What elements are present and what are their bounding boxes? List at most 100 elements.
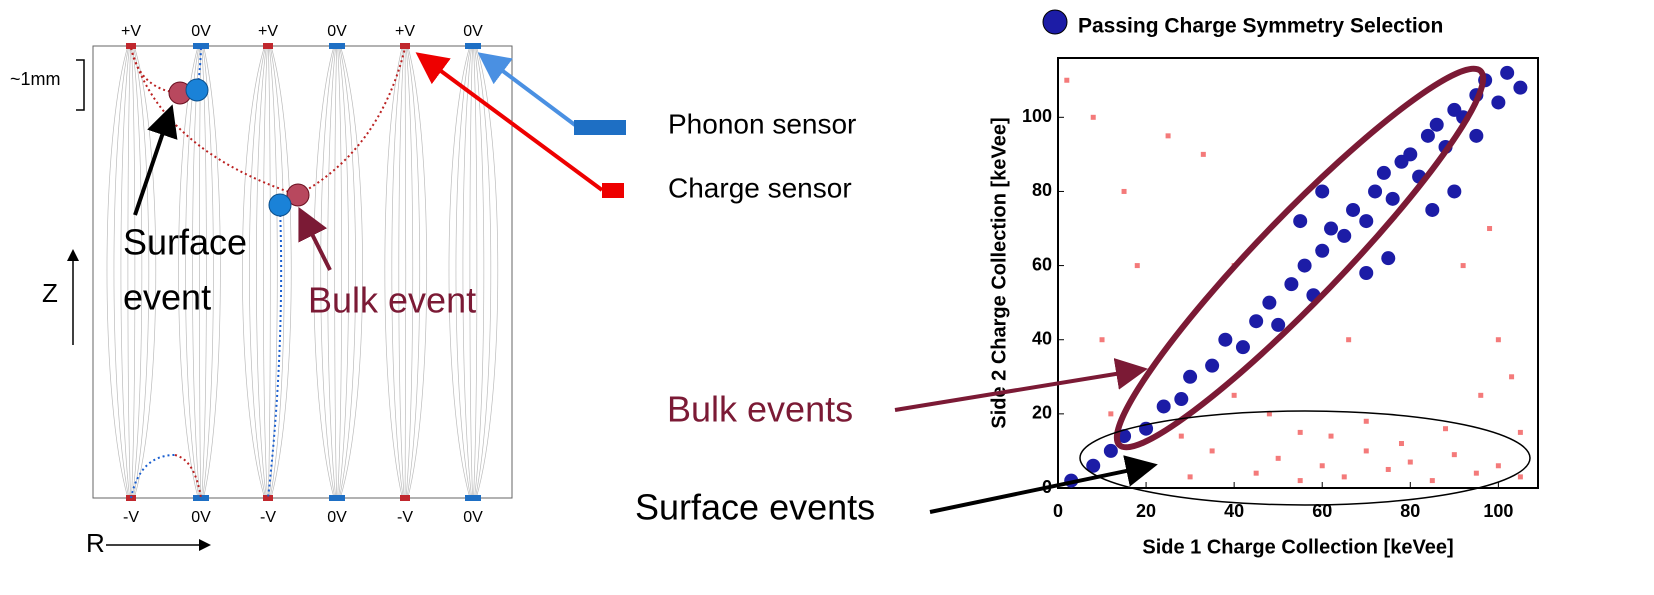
point: [1174, 392, 1188, 406]
figure: +V-V0V0V+V-V0V0V+V-V0V0V ~1mm Z R Surfac…: [0, 0, 1654, 590]
point: [1329, 434, 1334, 439]
field-line: [470, 46, 473, 498]
point: [1359, 214, 1373, 228]
electrode-label: 0V: [191, 509, 211, 526]
field-line: [335, 46, 337, 498]
point: [1205, 359, 1219, 373]
point: [1262, 296, 1276, 310]
point: [1399, 441, 1404, 446]
surface-label: Surface: [123, 222, 247, 263]
point: [1201, 152, 1206, 157]
point: [1210, 448, 1215, 453]
point: [1298, 430, 1303, 435]
electrode-label: 0V: [463, 509, 483, 526]
point: [1364, 419, 1369, 424]
point: [1377, 166, 1391, 180]
point: [1320, 463, 1325, 468]
field-line: [202, 46, 207, 498]
field-lines: [107, 46, 498, 498]
point: [1183, 370, 1197, 384]
x-tick-label: 60: [1312, 501, 1332, 521]
r-label: R: [86, 528, 105, 558]
electrode-label: +V: [258, 23, 278, 40]
electrode-label: 0V: [327, 23, 347, 40]
electrode: [400, 43, 410, 49]
point: [1179, 434, 1184, 439]
x-tick-label: 80: [1400, 501, 1420, 521]
field-line: [408, 46, 427, 498]
scatter-plot: 020406080100020406080100Side 1 Charge Co…: [635, 10, 1538, 558]
electrode: [465, 43, 481, 49]
x-axis-label: Side 1 Charge Collection [keVee]: [1142, 536, 1453, 558]
y-tick-label: 20: [1032, 403, 1052, 423]
point: [1157, 399, 1171, 413]
scale-bracket: [76, 60, 84, 110]
point: [1188, 474, 1193, 479]
x-tick-label: 100: [1483, 501, 1513, 521]
point: [1478, 393, 1483, 398]
field-line: [406, 46, 413, 498]
point: [1425, 203, 1439, 217]
point: [1218, 333, 1232, 347]
legend-label: Passing Charge Symmetry Selection: [1078, 15, 1443, 38]
point: [1518, 430, 1523, 435]
point: [1064, 78, 1069, 83]
point: [1452, 452, 1457, 457]
x-tick-label: 0: [1053, 501, 1063, 521]
bulk-arrow: [302, 214, 330, 270]
point: [1315, 184, 1329, 198]
field-line: [107, 46, 128, 498]
electrode-label: 0V: [191, 23, 211, 40]
electrode: [400, 495, 410, 501]
electrode-label: +V: [121, 23, 141, 40]
point: [1359, 266, 1373, 280]
field-line: [268, 46, 270, 498]
legend-label: Phonon sensor: [668, 108, 856, 139]
field-line: [199, 46, 200, 498]
point: [1487, 226, 1492, 231]
electrode: [329, 43, 345, 49]
point: [1298, 259, 1312, 273]
point: [1232, 393, 1237, 398]
point: [1284, 277, 1298, 291]
point: [1364, 448, 1369, 453]
point: [1403, 147, 1417, 161]
field-line: [204, 46, 221, 498]
point: [1337, 229, 1351, 243]
point: [1249, 314, 1263, 328]
point: [1447, 184, 1461, 198]
electrode-label: -V: [397, 509, 413, 526]
phonon-swatch: [574, 120, 626, 135]
field-line: [128, 46, 131, 498]
field-line: [476, 46, 498, 498]
field-line: [399, 46, 404, 498]
point: [1324, 222, 1338, 236]
bulk-label: Bulk event: [308, 280, 476, 321]
charge-path: [131, 48, 405, 195]
point: [1509, 374, 1514, 379]
field-line: [392, 46, 403, 498]
electrode: [329, 495, 345, 501]
point: [1496, 463, 1501, 468]
z-label: Z: [42, 278, 58, 308]
point: [1293, 214, 1307, 228]
field-line: [338, 46, 342, 498]
field-line: [114, 46, 129, 498]
field-line: [456, 46, 471, 498]
point: [1100, 337, 1105, 342]
point: [1342, 474, 1347, 479]
field-line: [449, 46, 470, 498]
electrode-label: -V: [123, 509, 139, 526]
point: [1500, 66, 1514, 80]
electrode-label: 0V: [463, 23, 483, 40]
point: [1443, 426, 1448, 431]
field-line: [263, 46, 267, 498]
field-line: [133, 46, 149, 498]
field-line: [340, 46, 362, 498]
legend-marker: [1043, 10, 1067, 34]
point: [1135, 263, 1140, 268]
electrode-label: +V: [395, 23, 415, 40]
y-tick-label: 40: [1032, 328, 1052, 348]
point: [1122, 189, 1127, 194]
field-line: [405, 46, 406, 498]
